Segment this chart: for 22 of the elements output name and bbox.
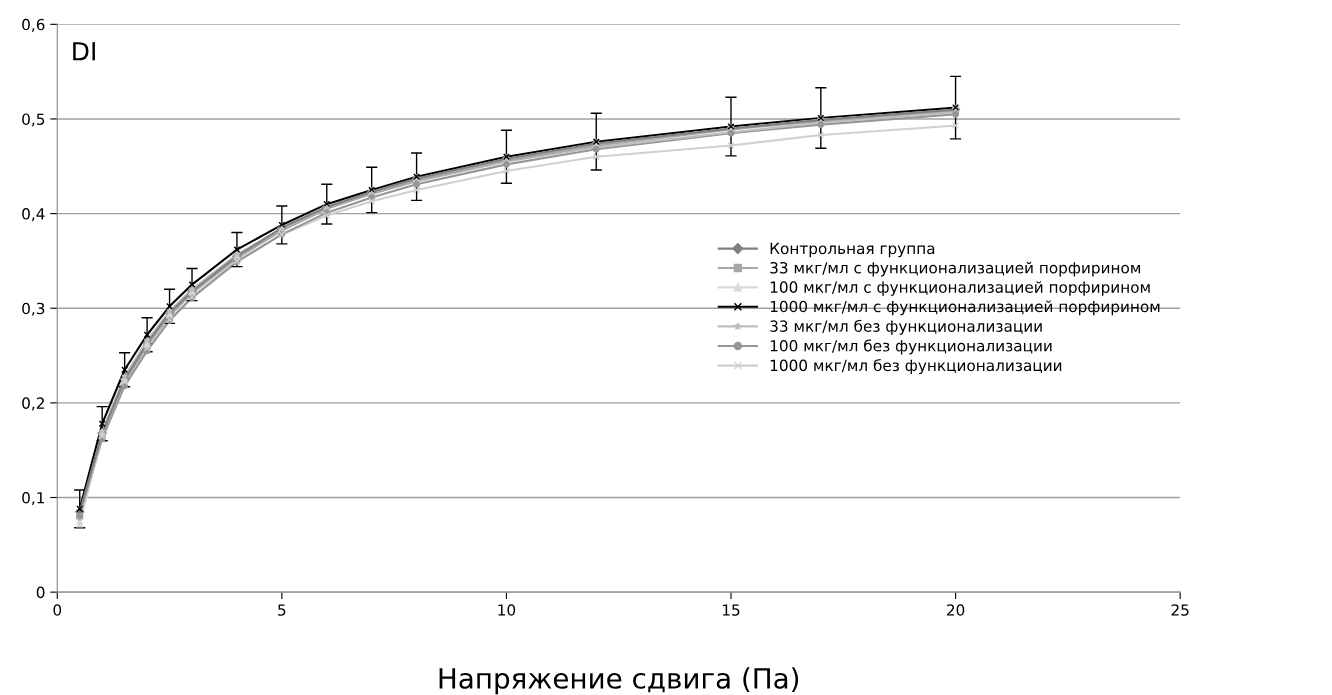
x-tick-label: 0 (53, 604, 62, 616)
y-tick-label: 0,1 (22, 491, 45, 506)
legend-label: 1000 мкг/мл с функционализацией порфирином (770, 300, 1160, 316)
y-tick-label: 0,5 (22, 113, 45, 127)
legend-label: 100 мкг/мл без функционализации (770, 339, 1052, 355)
x-tick-label: 25 (1171, 604, 1189, 616)
x-tick-label: 15 (722, 604, 740, 616)
y-tick-label: 0,2 (22, 397, 44, 411)
y-tick-label: 0,4 (22, 208, 45, 222)
legend-label: Контрольная группа (770, 242, 935, 258)
y-tick-label: 0 (36, 586, 45, 599)
x-axis-title: Напряжение сдвига (Па) (439, 667, 799, 695)
legend-label: 33 мкг/мл без функционализации (770, 319, 1042, 335)
x-tick-label: 10 (498, 604, 516, 616)
legend-label: 1000 мкг/мл без функционализации (770, 359, 1062, 375)
x-tick-label: 5 (278, 604, 286, 616)
y-tick-label: 0,6 (22, 18, 45, 32)
legend-label: 33 мкг/мл с функционализацией порфирином (770, 261, 1140, 277)
y-tick-label: 0,3 (22, 302, 45, 316)
legend-label: 100 мкг/мл с функционализацией порфирином (770, 281, 1150, 296)
text: DI (73, 42, 95, 61)
x-tick-label: 20 (946, 604, 965, 616)
